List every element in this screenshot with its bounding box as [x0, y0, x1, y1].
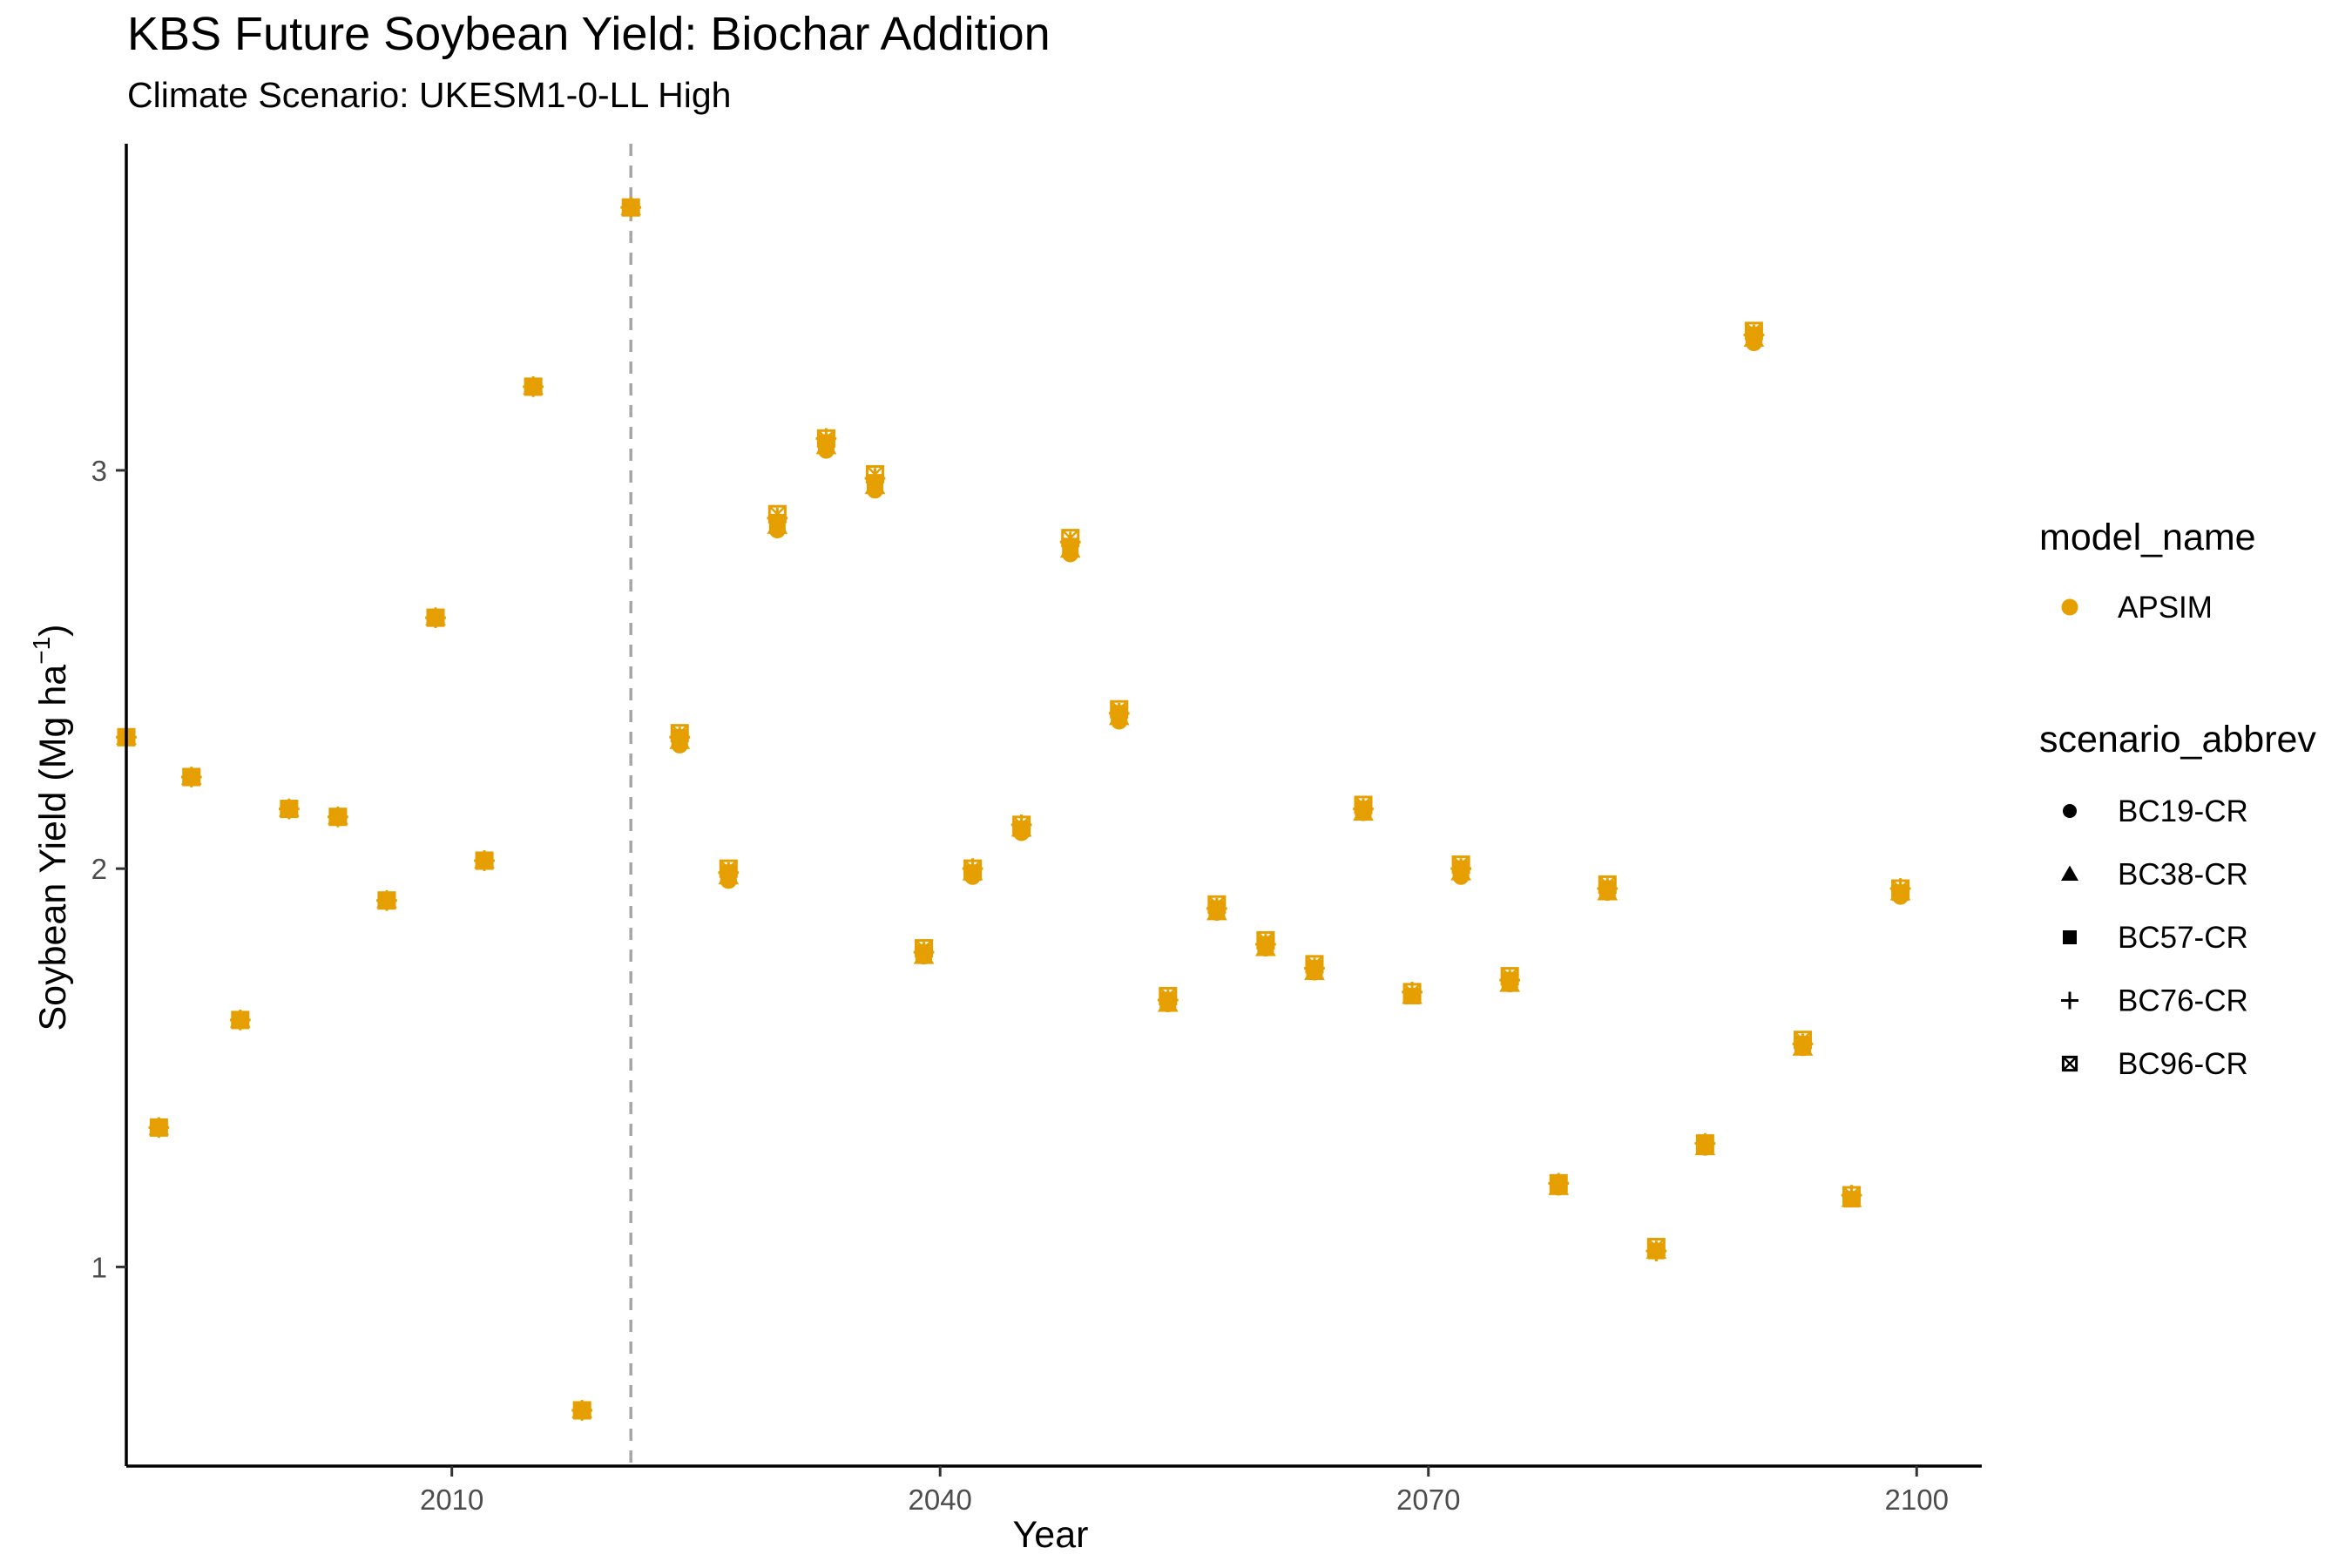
legend-label-BC38-CR: BC38-CR	[2118, 858, 2248, 892]
chart-subtitle: Climate Scenario: UKESM1-0-LL High	[127, 75, 732, 115]
data-point-BC96-CR-2027	[719, 859, 738, 878]
data-point-BC96-CR-2081	[1598, 875, 1617, 894]
legend-shape-item-BC38-CR: BC38-CR	[2061, 858, 2248, 892]
data-point-BC96-CR-2099	[1891, 879, 1910, 898]
y-axis-title-main: Soybean Yield (Mg ha	[32, 665, 74, 1031]
legend-key-BC96-CR	[2061, 1055, 2078, 1072]
y-axis-title-close: )	[32, 625, 74, 637]
data-point-BC96-CR-2084	[1646, 1237, 1666, 1257]
legend-key-BC19-CR	[2063, 804, 2077, 818]
legend-color-title: model_name	[2039, 517, 2256, 558]
data-point-BC96-CR-2006	[377, 891, 396, 910]
y-axis-title: Soybean Yield (Mg ha−1)	[28, 625, 74, 1031]
legend-label-BC76-CR: BC76-CR	[2118, 984, 2248, 1018]
legend: model_name scenario_abbrev APSIM BC19-CR B…	[2039, 517, 2316, 1081]
y-tick-label-2: 2	[91, 853, 107, 885]
legend-shape-item-BC96-CR: BC96-CR	[2061, 1047, 2248, 1081]
chart-title: KBS Future Soybean Yield: Biochar Additi…	[127, 8, 1051, 60]
data-point-BC96-CR-2096	[1842, 1186, 1862, 1205]
series-BC19-CR	[118, 199, 1909, 1419]
data-point-BC96-CR-2015	[524, 377, 543, 396]
legend-label-BC19-CR: BC19-CR	[2118, 794, 2248, 828]
data-point-BC96-CR-2087	[1695, 1134, 1714, 1153]
data-point-BC96-CR-2003	[328, 808, 348, 827]
data-point-BC96-CR-2012	[475, 851, 494, 870]
data-point-BC96-CR-2048	[1061, 529, 1080, 548]
legend-key-APSIM	[2061, 598, 2078, 616]
x-tick-label-2040: 2040	[908, 1484, 971, 1516]
data-point-BC96-CR-2078	[1549, 1173, 1568, 1193]
data-point-BC96-CR-2057	[1207, 895, 1227, 914]
x-tick-label-2100: 2100	[1885, 1484, 1949, 1516]
legend-shape-title: scenario_abbrev	[2039, 719, 2316, 760]
series-BC96-CR	[117, 198, 1910, 1420]
data-point-BC96-CR-2093	[1793, 1031, 1812, 1050]
legend-shape-item-BC19-CR: BC19-CR	[2063, 794, 2248, 828]
data-point-BC96-CR-2030	[767, 504, 787, 524]
data-point-BC96-CR-2039	[915, 939, 934, 958]
data-point-BC96-CR-1992	[149, 1118, 168, 1137]
legend-shape-item-BC76-CR: BC76-CR	[2061, 984, 2248, 1018]
data-point-BC96-CR-2000	[280, 800, 299, 819]
legend-label-BC57-CR: BC57-CR	[2118, 921, 2248, 955]
data-point-BC96-CR-2069	[1402, 983, 1422, 1002]
x-axis-title: Year	[1013, 1514, 1089, 1556]
x-tick-label-2010: 2010	[420, 1484, 483, 1516]
legend-color-item-APSIM: APSIM	[2061, 591, 2213, 625]
data-point-BC96-CR-2066	[1354, 795, 1373, 814]
y-tick-label-1: 1	[91, 1251, 107, 1283]
data-point-BC96-CR-2090	[1744, 321, 1763, 341]
legend-key-BC57-CR	[2063, 930, 2077, 944]
legend-label-APSIM: APSIM	[2118, 591, 2213, 625]
data-point-BC96-CR-1997	[231, 1010, 250, 1030]
data-point-BC96-CR-2075	[1500, 967, 1519, 986]
y-tick-label-3: 3	[91, 455, 107, 487]
data-point-BC96-CR-2051	[1110, 700, 1129, 719]
data-point-BC96-CR-2054	[1159, 986, 1178, 1005]
data-point-BC96-CR-2042	[963, 859, 983, 878]
data-point-BC96-CR-2060	[1256, 930, 1275, 950]
plot-area	[116, 144, 1911, 1466]
data-point-BC96-CR-2033	[816, 429, 835, 448]
data-point-BC96-CR-1994	[182, 767, 201, 787]
data-point-BC96-CR-2021	[621, 198, 640, 217]
legend-key-BC38-CR	[2061, 865, 2078, 881]
data-point-BC96-CR-2009	[426, 608, 445, 627]
legend-shape-item-BC57-CR: BC57-CR	[2063, 921, 2248, 955]
data-point-BC96-CR-2045	[1012, 815, 1031, 835]
axes: 2010 2040 2070 2100 1 2 3	[91, 144, 1982, 1516]
series-BC76-CR	[116, 197, 1911, 1421]
x-tick-label-2070: 2070	[1396, 1484, 1460, 1516]
data-point-BC96-CR-2063	[1305, 955, 1324, 974]
legend-label-BC96-CR: BC96-CR	[2118, 1047, 2248, 1081]
series-BC38-CR	[116, 197, 1911, 1418]
data-point-BC96-CR-2024	[670, 724, 689, 743]
legend-key-BC76-CR	[2061, 991, 2078, 1010]
data-point-BC96-CR-2018	[572, 1401, 591, 1420]
series-BC57-CR	[118, 199, 1909, 1419]
data-point-BC96-CR-2036	[865, 464, 884, 484]
y-axis-title-superscript: −1	[28, 637, 55, 665]
data-point-BC96-CR-2072	[1451, 855, 1470, 875]
